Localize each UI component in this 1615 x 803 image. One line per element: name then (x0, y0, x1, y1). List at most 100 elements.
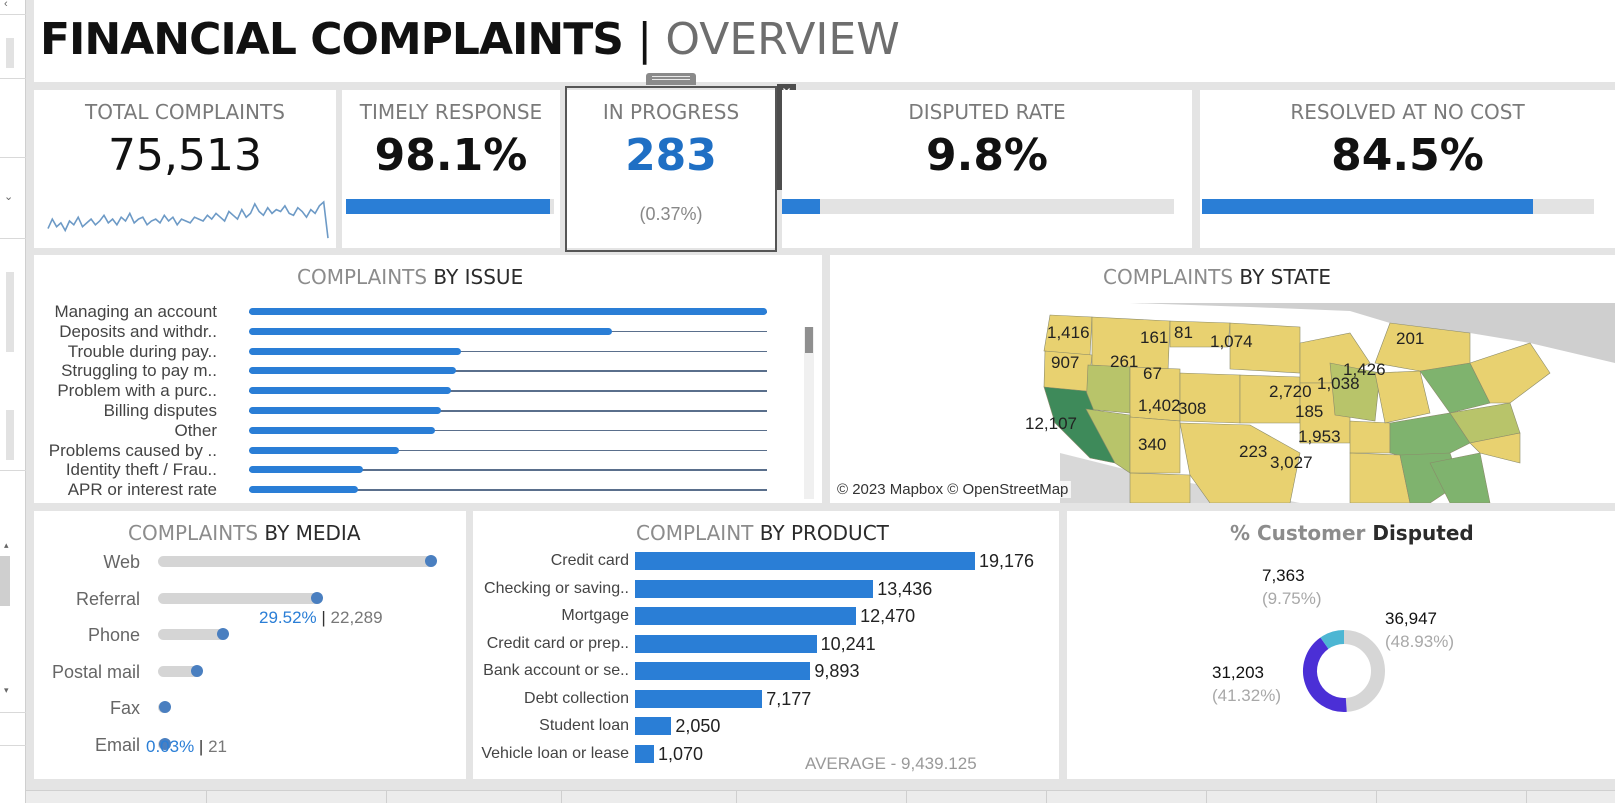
state-shape[interactable] (1349, 420, 1391, 454)
issue-bar (249, 486, 358, 494)
issue-track (249, 370, 767, 372)
kpi-value: 283 (625, 130, 717, 181)
state-shape[interactable] (1329, 362, 1381, 422)
sidebar-grip[interactable] (6, 38, 14, 68)
disputed-donut-chart[interactable]: 36,947 (48.93%) 31,203 (41.32%) 7,363 (9.75%) (1067, 511, 1615, 779)
issue-label: Billing disputes (103, 401, 217, 420)
product-value: 13,436 (877, 578, 933, 599)
donut-slice[interactable] (1320, 630, 1345, 650)
kpi-resolved-at-no-cost[interactable]: RESOLVED AT NO COST 84.5% (1200, 90, 1615, 248)
issue-track (249, 390, 767, 392)
issue-label: Deposits and withdr.. (59, 321, 217, 341)
state-count-label: 3,027 (1270, 453, 1313, 472)
media-label: Referral (75, 588, 140, 609)
issue-track (249, 429, 767, 432)
product-label: Student loan (539, 717, 629, 734)
media-annotation: 29.52% | 22,289 (259, 608, 383, 628)
progress-fill (1202, 199, 1534, 214)
issue-track (249, 410, 767, 412)
state-count-label: 223 (1239, 442, 1267, 461)
kpi-value: 9.8% (925, 130, 1049, 181)
progress-fill (782, 199, 821, 214)
sidebar-scroll-thumb[interactable] (6, 272, 14, 352)
state-count-label: 1,074 (1210, 332, 1253, 351)
chevron-down-icon[interactable]: ⌄ (4, 191, 14, 203)
state-count-label: 1,402 (1138, 396, 1181, 415)
issue-label: APR or interest rate (67, 480, 217, 500)
issue-track (249, 350, 767, 353)
scrollbar-track[interactable] (804, 327, 814, 499)
state-shape[interactable] (1469, 432, 1521, 464)
state-map-title: COMPLAINTS BY STATE (1103, 265, 1331, 289)
sparkline-path (47, 200, 329, 239)
state-shape[interactable] (1129, 472, 1191, 503)
product-label: Mortgage (561, 607, 629, 624)
issue-label: Identity theft / Frau.. (65, 460, 217, 480)
page-title: FINANCIAL COMPLAINTS | OVERVIEW (40, 14, 900, 65)
state-shape[interactable] (1085, 364, 1131, 414)
state-shape[interactable] (1469, 342, 1551, 404)
product-label: Checking or saving.. (484, 579, 629, 597)
dashboard-header: FINANCIAL COMPLAINTS | OVERVIEW (34, 0, 1615, 82)
map-attribution[interactable]: © 2023 Mapbox © OpenStreetMap (834, 481, 1072, 498)
issue-bar (249, 308, 767, 315)
kpi-disputed-rate[interactable]: DISPUTED RATE 9.8% (782, 90, 1192, 248)
product-bar (635, 662, 811, 680)
media-annotation: 0.03% | 21 (146, 737, 227, 757)
donut-slice[interactable] (1303, 637, 1347, 712)
slice-value-label: 31,203 (1212, 663, 1264, 682)
state-count-label: 1,416 (1047, 323, 1090, 342)
panel-complaints-by-media: COMPLAINTS BY MEDIA Web Referral Phone Post… (34, 511, 466, 779)
annotation-pct: 29.52% (259, 607, 317, 627)
state-shape[interactable] (1179, 422, 1301, 503)
state-count-label: 1,038 (1317, 374, 1360, 393)
collapse-arrow-icon[interactable]: ‹ (4, 0, 8, 10)
product-value: 12,470 (860, 606, 916, 626)
left-sidebar: ‹ ⌄ ▴ ▾ (0, 0, 26, 803)
kpi-total-complaints[interactable]: TOTAL COMPLAINTS 75,513 (34, 90, 336, 248)
product-bar (635, 744, 654, 763)
state-shape[interactable] (1374, 322, 1471, 372)
kpi-subvalue: (0.37%) (639, 204, 703, 224)
donut-chart-title: % Customer Disputed (1230, 521, 1474, 545)
scrollbar-thumb[interactable] (805, 327, 813, 353)
kpi-in-progress[interactable]: IN PROGRESS 283 (0.37%) (566, 90, 776, 248)
product-bar (635, 689, 763, 708)
donut-slice[interactable] (1343, 630, 1385, 712)
media-dot (159, 701, 171, 713)
product-bar (635, 607, 857, 625)
panel-customer-disputed: % Customer Disputed 36,947 (48.93%) 31,203… (1067, 511, 1615, 779)
issue-bar (249, 407, 441, 414)
product-value: 10,241 (820, 633, 876, 654)
state-shape[interactable] (1129, 416, 1181, 474)
state-shape[interactable] (1429, 452, 1491, 503)
media-dot (216, 628, 229, 640)
scroll-down-icon[interactable]: ▾ (4, 685, 9, 695)
title-separator: | (637, 14, 652, 65)
kpi-timely-response[interactable]: TIMELY RESPONSE 98.1% (342, 90, 560, 248)
state-shape[interactable] (1169, 320, 1231, 348)
sidebar-grip-2[interactable] (6, 410, 14, 460)
issue-bar (249, 367, 457, 375)
media-track (158, 665, 203, 677)
media-label: Fax (109, 698, 140, 718)
progress-fill (346, 199, 551, 214)
scroll-up-icon[interactable]: ▴ (4, 540, 9, 550)
state-count-label: 185 (1295, 402, 1323, 421)
panel-complaints-by-issue: COMPLAINTS BY ISSUE Managing an account D… (34, 255, 822, 503)
state-shape[interactable] (1374, 370, 1431, 424)
progress-track (1202, 199, 1594, 214)
issue-bar-chart: Managing an account Deposits and withdr..… (34, 255, 822, 503)
state-shape[interactable] (1043, 386, 1116, 464)
sidebar-scrollbar[interactable] (0, 556, 10, 606)
us-state-map[interactable]: 1,416 161 81 1,074 907 261 67 201 1,426 2,720 1,03… (830, 303, 1615, 503)
state-count-label: 161 (1140, 328, 1168, 347)
state-shape[interactable] (1349, 452, 1411, 503)
trend-sparkline[interactable] (46, 192, 330, 244)
media-track (158, 556, 436, 567)
slice-pct-label: (9.75%) (1262, 589, 1322, 608)
drag-handle[interactable] (646, 73, 696, 85)
product-bar (635, 634, 817, 653)
kpi-label: RESOLVED AT NO COST (1290, 100, 1525, 124)
slice-value-label: 36,947 (1385, 609, 1437, 628)
